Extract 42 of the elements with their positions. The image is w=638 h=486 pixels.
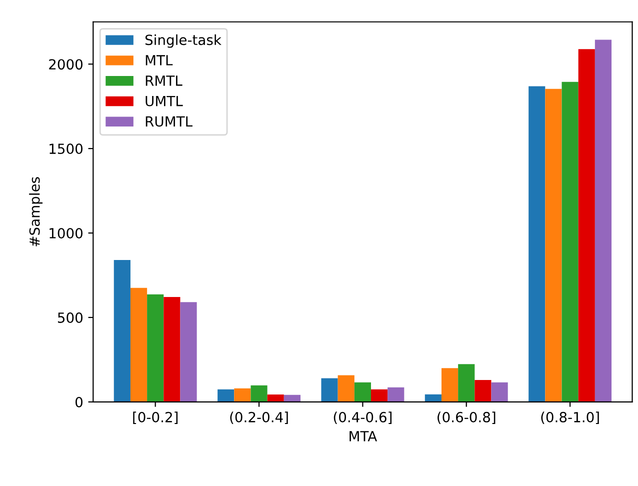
bar (545, 88, 562, 402)
x-tick-label: (0.2-0.4] (230, 412, 288, 424)
y-tick-label: 2000 (49, 59, 83, 70)
bar (234, 388, 251, 402)
bar (250, 385, 268, 402)
bar (354, 382, 371, 402)
bar (370, 389, 388, 402)
bar (338, 375, 354, 402)
bar (388, 387, 404, 402)
legend-label: RMTL (146, 76, 182, 86)
legend-label: UMTL (146, 96, 183, 106)
x-tick-label: (0.6-0.8] (438, 412, 496, 424)
bar (321, 378, 338, 402)
bar (267, 394, 284, 402)
y-tick-label: 500 (58, 312, 83, 323)
bar (218, 389, 234, 402)
y-tick-label: 0 (76, 396, 83, 408)
bar (147, 294, 164, 402)
bar (441, 368, 458, 402)
x-tick-label: [0-0.2] (133, 412, 178, 424)
x-tick-label: (0.8-1.0] (541, 412, 599, 424)
legend-label: RUMTL (146, 116, 192, 127)
y-tick-label: 1000 (50, 228, 83, 238)
y-axis-title: #Samples (29, 177, 43, 246)
bar (164, 297, 180, 402)
bar (528, 86, 546, 402)
bar (424, 394, 442, 402)
x-tick-label: (0.4-0.6] (334, 412, 392, 424)
bar (578, 49, 595, 402)
bar (458, 364, 475, 402)
bar (180, 302, 197, 402)
bar (130, 288, 148, 402)
bar (562, 82, 578, 402)
bar (474, 380, 492, 402)
x-axis-title: MTA (350, 431, 378, 442)
bar (114, 260, 130, 402)
y-tick-label: 1500 (50, 144, 83, 154)
bar (594, 40, 612, 402)
legend-label: MTL (146, 55, 173, 66)
bar (491, 382, 508, 402)
bar (284, 394, 300, 402)
legend-label: Single-task (145, 34, 222, 48)
